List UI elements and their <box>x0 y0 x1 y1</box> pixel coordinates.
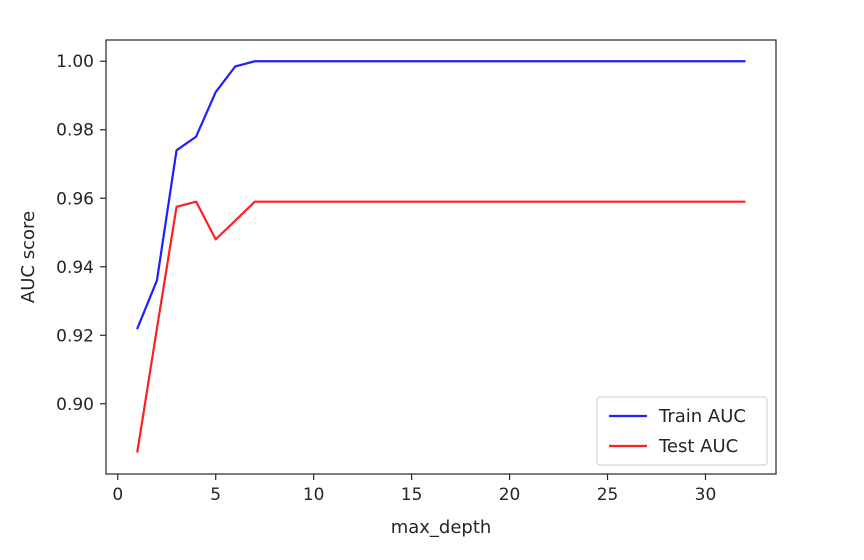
y-tick-label: 0.90 <box>56 395 94 415</box>
y-axis: 0.90 0.92 0.94 0.96 0.98 1.00 <box>56 52 106 415</box>
legend: Train AUC Test AUC <box>596 396 768 466</box>
y-tick-label: 0.98 <box>56 121 94 141</box>
plot-frame <box>105 39 777 475</box>
y-tick-label: 0.92 <box>56 326 94 346</box>
series-layer <box>136 60 746 453</box>
series-line-1 <box>136 200 746 453</box>
x-tick-label: 15 <box>401 485 423 505</box>
legend-label-1: Test AUC <box>658 436 738 457</box>
series-line-0 <box>136 60 746 330</box>
x-tick-label: 5 <box>210 485 221 505</box>
y-axis-label: AUC score <box>18 211 39 303</box>
x-tick-label: 25 <box>597 485 619 505</box>
x-tick-label: 30 <box>695 485 717 505</box>
y-tick-label: 0.96 <box>56 189 94 209</box>
x-axis-label: max_depth <box>391 517 492 538</box>
x-tick-label: 0 <box>112 485 123 505</box>
legend-label-0: Train AUC <box>658 406 746 427</box>
y-tick-label: 1.00 <box>56 52 94 72</box>
x-tick-label: 20 <box>499 485 521 505</box>
legend-box <box>596 396 768 466</box>
y-tick-label: 0.94 <box>56 258 94 278</box>
x-tick-label: 10 <box>303 485 325 505</box>
x-axis: 0 5 10 15 20 25 30 <box>112 474 716 505</box>
